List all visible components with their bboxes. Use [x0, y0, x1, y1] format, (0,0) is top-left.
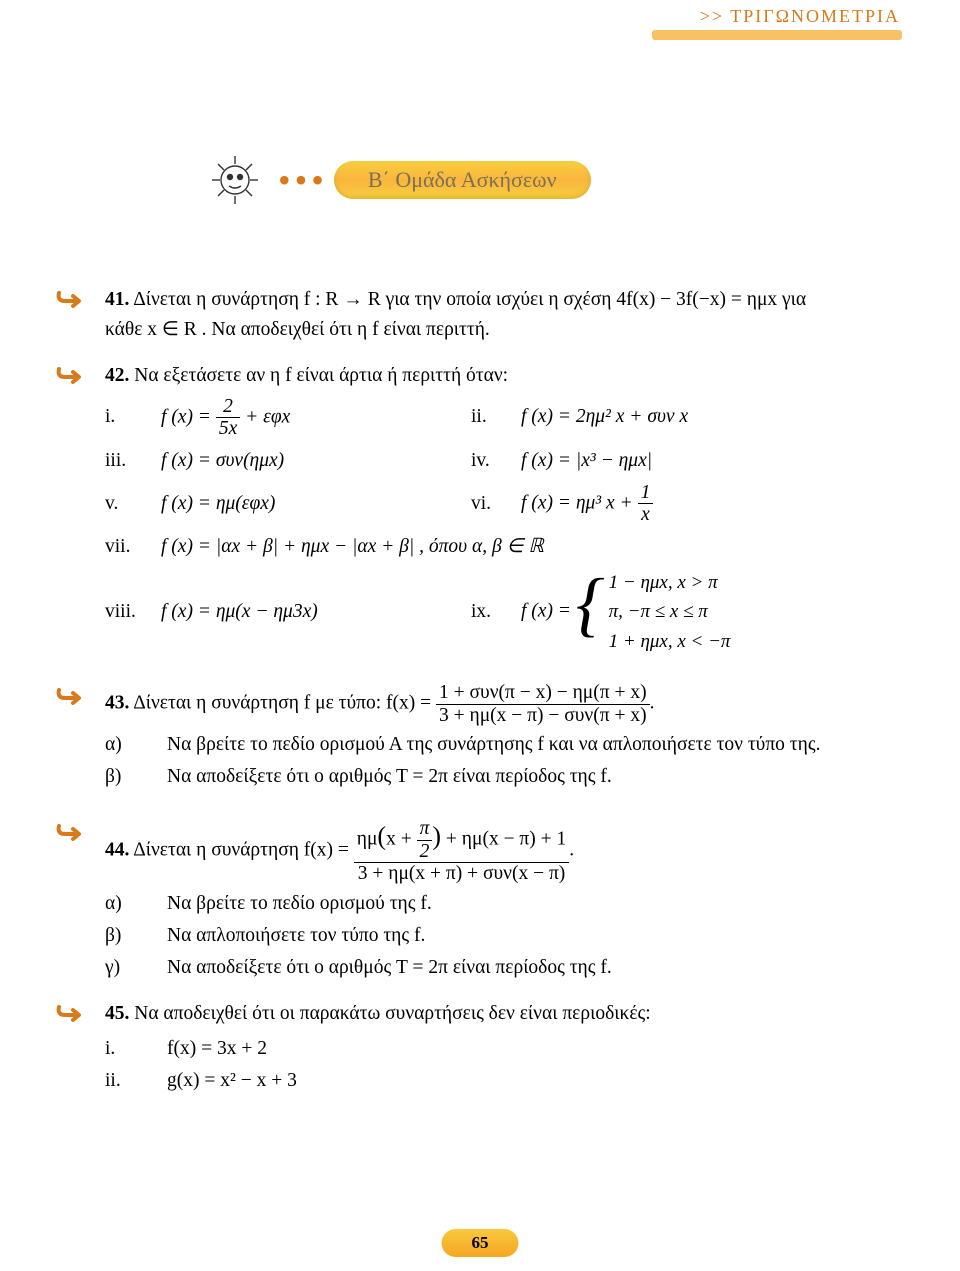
ex42-ix-expr: f (x) = { 1 − ημx, x > π π, −π ≤ x ≤ π 1…: [521, 568, 900, 656]
sun-character-icon: [200, 150, 270, 210]
ex42-ii-label: ii.: [471, 402, 521, 432]
ex43-text-a: Δίνεται η συνάρτηση f με τύπο: f(x) =: [133, 693, 431, 714]
ex45-number: 45.: [105, 1003, 129, 1024]
ex41-line2: κάθε x ∈ R . Να αποδειχθεί ότι η f είναι…: [105, 319, 490, 340]
ex43-a-label: α): [105, 730, 167, 760]
ex44-a-label: α): [105, 889, 167, 919]
ex45-ii-label: ii.: [105, 1066, 167, 1096]
banner-label: B΄ Ομάδα Ασκήσεων: [334, 161, 591, 199]
exercise-41: 41. Δίνεται η συνάρτηση f : R → R για τη…: [105, 285, 900, 345]
ex44-c-text: Να αποδείξετε ότι ο αριθμός T = 2π είναι…: [167, 953, 612, 983]
ex43-frac-num: 1 + συν(π − x) − ημ(π + x): [436, 682, 650, 704]
ex43-number: 43.: [105, 693, 129, 714]
header-underline: [652, 30, 902, 40]
ex44-c-label: γ): [105, 953, 167, 983]
ex44-number: 44.: [105, 840, 129, 861]
ex42-text: Να εξετάσετε αν η f είναι άρτια ή περιττ…: [134, 365, 508, 386]
ex42-ii-expr: f (x) = 2ημ² x + συν x: [521, 402, 900, 432]
ex42-vii-label: vii.: [105, 532, 161, 562]
exercise-42: 42. Να εξετάσετε αν η f είναι άρτια ή πε…: [105, 361, 900, 656]
ex45-i-label: i.: [105, 1034, 167, 1064]
hook-icon: [55, 289, 83, 311]
exercise-43: 43. Δίνεται η συνάρτηση f με τύπο: f(x) …: [105, 682, 900, 792]
header-section-label: >> ΤΡΙΓΩΝΟΜΕΤΡΙΑ: [700, 6, 900, 27]
hook-icon: [55, 686, 83, 708]
exercise-45: 45. Να αποδειχθεί ότι οι παρακάτω συναρτ…: [105, 999, 900, 1096]
ex42-i-label: i.: [105, 402, 161, 432]
exercise-44: 44. Δίνεται η συνάρτηση f(x) = ημ(x + π2…: [105, 818, 900, 983]
ex41-number: 41.: [105, 289, 129, 310]
ex43-a-text: Να βρείτε το πεδίο ορισμού Α της συνάρτη…: [167, 730, 820, 760]
hook-icon: [55, 822, 83, 844]
ex42-iv-expr: f (x) = |x³ − ημx|: [521, 446, 900, 476]
ex43-b-label: β): [105, 762, 167, 792]
group-banner: ••• B΄ Ομάδα Ασκήσεων: [200, 150, 760, 210]
ex45-i-expr: f(x) = 3x + 2: [167, 1034, 267, 1064]
ex42-number: 42.: [105, 365, 129, 386]
ex42-vi-label: vi.: [471, 489, 521, 519]
ex42-vii-expr: f (x) = |αx + β| + ημx − |αx + β| , όπου…: [161, 532, 900, 562]
ex43-b-text: Να αποδείξετε ότι ο αριθμός T = 2π είναι…: [167, 762, 612, 792]
ex42-i-expr: f (x) = 25x + εφx: [161, 396, 471, 440]
ex43-period: .: [650, 693, 655, 714]
ex44-period: .: [569, 840, 574, 861]
ex44-b-label: β): [105, 921, 167, 951]
ex44-text-a: Δίνεται η συνάρτηση f(x) =: [133, 840, 349, 861]
page-number: 65: [442, 1229, 519, 1257]
ex44-frac-num: ημ(x + π2) + ημ(x − π) + 1: [354, 818, 570, 863]
ex42-ix-label: ix.: [471, 597, 521, 627]
hook-icon: [55, 1003, 83, 1025]
ex44-b-text: Να απλοποιήσετε τον τύπο της f.: [167, 921, 425, 951]
ex44-a-text: Να βρείτε το πεδίο ορισμού της f.: [167, 889, 432, 919]
ex42-formula-grid: i. f (x) = 25x + εφx ii. f (x) = 2ημ² x …: [105, 396, 900, 657]
ex42-iii-label: iii.: [105, 446, 161, 476]
ex42-vi-expr: f (x) = ημ³ x + 1x: [521, 482, 900, 526]
ex42-viii-label: viii.: [105, 597, 161, 627]
ex42-v-label: v.: [105, 489, 161, 519]
ex44-frac-den: 3 + ημ(x + π) + συν(x − π): [354, 863, 570, 884]
ex41-line1: Δίνεται η συνάρτηση f : R → R για την οπ…: [133, 289, 806, 310]
ex43-frac-den: 3 + ημ(x − π) − συν(π + x): [436, 705, 650, 726]
ex42-iv-label: iv.: [471, 446, 521, 476]
ex42-iii-expr: f (x) = συν(ημx): [161, 446, 471, 476]
ex42-v-expr: f (x) = ημ(εφx): [161, 489, 471, 519]
ex45-ii-expr: g(x) = x² − x + 3: [167, 1066, 297, 1096]
ex42-viii-expr: f (x) = ημ(x − ημ3x): [161, 597, 471, 627]
ex45-text: Να αποδειχθεί ότι οι παρακάτω συναρτήσει…: [134, 1003, 650, 1024]
hook-icon: [55, 365, 83, 387]
